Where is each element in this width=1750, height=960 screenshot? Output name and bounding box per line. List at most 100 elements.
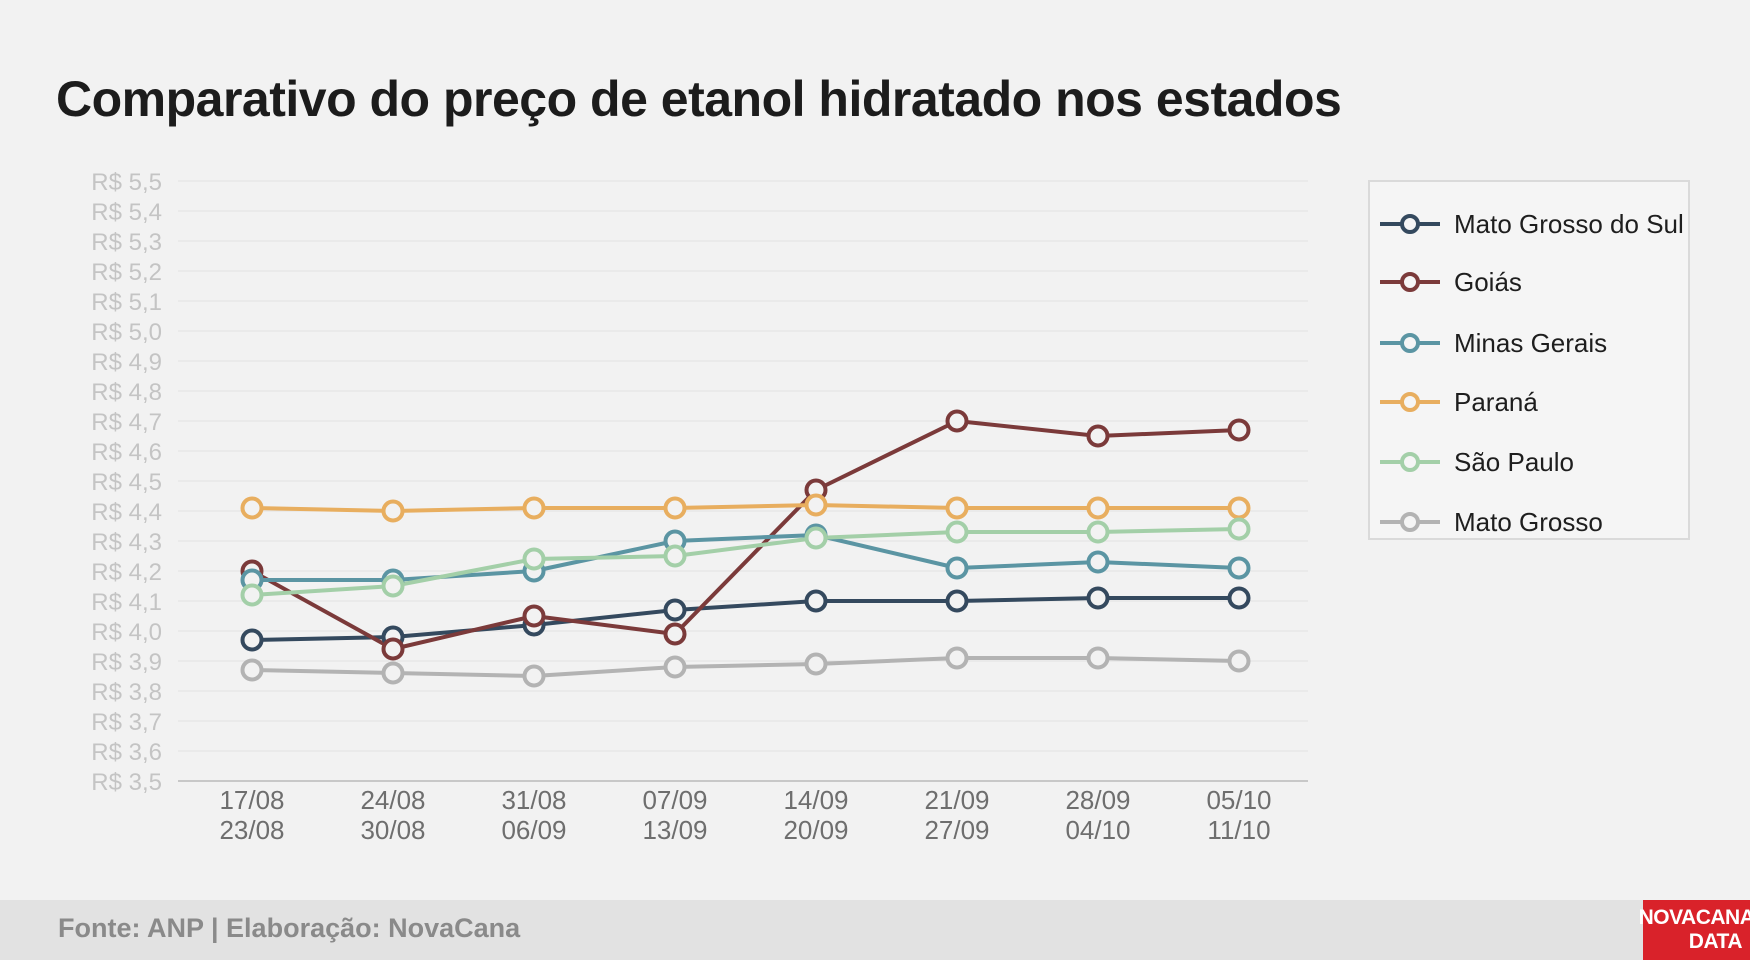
x-tick-label: 20/09 <box>783 815 848 845</box>
legend-swatch <box>1380 333 1440 353</box>
y-tick-label: R$ 5,1 <box>91 289 162 316</box>
legend-swatch <box>1380 512 1440 532</box>
source-credit: Fonte: ANP | Elaboração: NovaCana <box>58 913 521 943</box>
data-point-sao-paulo <box>663 544 687 568</box>
x-tick-label: 23/08 <box>219 815 284 845</box>
data-point-sao-paulo <box>945 520 969 544</box>
legend-swatch <box>1380 214 1440 234</box>
data-point-mato-grosso <box>522 664 546 688</box>
data-point-parana <box>804 493 828 517</box>
x-tick-label: 04/10 <box>1065 815 1130 845</box>
legend-label: Minas Gerais <box>1454 327 1608 358</box>
legend-item-parana[interactable]: Paraná <box>1378 382 1538 422</box>
data-point-mato-grosso <box>1227 649 1251 673</box>
x-tick-label: 05/10 <box>1206 785 1271 815</box>
legend-swatch <box>1380 272 1440 292</box>
legend-item-minas-gerais[interactable]: Minas Gerais <box>1378 323 1607 363</box>
line-chart: R$ 3,5 R$ 3,6 R$ 3,7 R$ 3,8 R$ 3,9 R$ 4,0 R$ 4… <box>91 169 1308 845</box>
logo-line-1: NOVACANA <box>1638 906 1750 929</box>
y-tick-label: R$ 3,5 <box>91 769 162 796</box>
y-tick-label: R$ 5,0 <box>91 319 162 346</box>
y-tick-label: R$ 4,3 <box>91 529 162 556</box>
data-point-goias <box>381 637 405 661</box>
x-tick-label: 28/09 <box>1065 785 1130 815</box>
legend-label: Goiás <box>1454 266 1522 297</box>
series-line-sao-paulo <box>251 527 1240 597</box>
legend-item-mato-grosso[interactable]: Mato Grosso <box>1378 502 1603 542</box>
data-point-sao-paulo <box>381 574 405 598</box>
data-point-parana <box>1227 496 1251 520</box>
legend-label: Paraná <box>1454 386 1538 417</box>
data-point-sao-paulo <box>1086 520 1110 544</box>
data-point-mato-grosso-do-sul <box>1227 586 1251 610</box>
data-point-goias <box>1227 418 1251 442</box>
legend-item-goias[interactable]: Goiás <box>1378 262 1522 302</box>
legend-label: Mato Grosso do Sul <box>1454 208 1684 239</box>
data-point-parana <box>522 496 546 520</box>
x-tick-label: 14/09 <box>783 785 848 815</box>
data-point-goias <box>1086 424 1110 448</box>
data-point-mato-grosso-do-sul <box>945 589 969 613</box>
y-tick-label: R$ 4,5 <box>91 469 162 496</box>
data-point-parana <box>240 496 264 520</box>
x-tick-label: 24/08 <box>360 785 425 815</box>
y-tick-label: R$ 4,6 <box>91 439 162 466</box>
x-tick-label: 30/08 <box>360 815 425 845</box>
legend-swatch <box>1380 392 1440 412</box>
x-tick-label: 17/08 <box>219 785 284 815</box>
data-point-sao-paulo <box>1227 517 1251 541</box>
data-point-minas-gerais <box>1227 556 1251 580</box>
y-tick-label: R$ 4,4 <box>91 499 162 526</box>
data-point-goias <box>663 622 687 646</box>
series-line-goias <box>251 419 1240 651</box>
data-point-parana <box>1086 496 1110 520</box>
y-tick-label: R$ 4,9 <box>91 349 162 376</box>
data-point-mato-grosso-do-sul <box>663 598 687 622</box>
x-tick-label: 06/09 <box>501 815 566 845</box>
y-tick-label: R$ 5,3 <box>91 229 162 256</box>
y-tick-label: R$ 5,2 <box>91 259 162 286</box>
data-point-parana <box>381 499 405 523</box>
data-point-mato-grosso <box>945 646 969 670</box>
series-line-minas-gerais <box>252 533 1240 582</box>
x-tick-label: 07/09 <box>642 785 707 815</box>
y-tick-label: R$ 4,7 <box>91 409 162 436</box>
data-point-mato-grosso-do-sul <box>804 589 828 613</box>
x-tick-label: 31/08 <box>501 785 566 815</box>
data-point-sao-paulo <box>804 526 828 550</box>
legend-label: Mato Grosso <box>1454 506 1603 537</box>
data-point-parana <box>663 496 687 520</box>
y-tick-label: R$ 4,0 <box>91 619 162 646</box>
legend: Mato Grosso do Sul Goiás Minas Gerais Pa… <box>1368 180 1690 540</box>
x-tick-label: 27/09 <box>924 815 989 845</box>
x-tick-label: 11/10 <box>1207 815 1270 845</box>
legend-item-mato-grosso-do-sul[interactable]: Mato Grosso do Sul <box>1378 204 1684 244</box>
y-tick-label: R$ 3,6 <box>91 739 162 766</box>
data-point-mato-grosso <box>663 655 687 679</box>
y-tick-label: R$ 3,8 <box>91 679 162 706</box>
logo-line-2: DATA <box>1688 930 1743 953</box>
data-point-mato-grosso <box>1086 646 1110 670</box>
chart-title: Comparativo do preço de etanol hidratado… <box>56 71 1342 127</box>
data-point-mato-grosso <box>381 661 405 685</box>
x-tick-label: 21/09 <box>924 785 989 815</box>
y-tick-label: R$ 3,7 <box>91 709 162 736</box>
y-tick-label: R$ 4,1 <box>91 589 162 616</box>
legend-swatch <box>1380 452 1440 472</box>
y-tick-label: R$ 5,4 <box>91 199 162 226</box>
y-tick-label: R$ 3,9 <box>91 649 162 676</box>
series-line-mato-grosso <box>251 656 1240 678</box>
series-line-mato-grosso-do-sul <box>251 596 1239 642</box>
y-tick-label: R$ 5,5 <box>91 169 162 196</box>
data-point-mato-grosso-do-sul <box>240 628 264 652</box>
footer-bar: Fonte: ANP | Elaboração: NovaCana NOVACA… <box>0 900 1750 960</box>
data-point-goias <box>945 409 969 433</box>
legend-label: São Paulo <box>1454 446 1574 477</box>
data-point-minas-gerais <box>1086 550 1110 574</box>
data-point-parana <box>945 496 969 520</box>
data-point-mato-grosso <box>240 658 264 682</box>
y-tick-label: R$ 4,8 <box>91 379 162 406</box>
x-tick-label: 13/09 <box>642 815 707 845</box>
data-point-mato-grosso-do-sul <box>1086 586 1110 610</box>
legend-item-sao-paulo[interactable]: São Paulo <box>1378 442 1574 482</box>
